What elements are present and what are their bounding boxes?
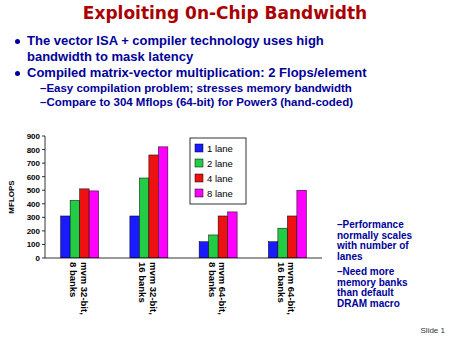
tick xyxy=(42,244,45,245)
legend-label: 4 lane xyxy=(207,173,233,184)
tick xyxy=(42,136,45,137)
tick-label: 400 xyxy=(27,200,41,209)
bar xyxy=(297,190,307,258)
tick xyxy=(42,190,45,191)
slide: Exploiting 0n-Chip Bandwidth The vector I… xyxy=(0,0,450,338)
bar xyxy=(139,178,149,258)
bullet-dot xyxy=(15,71,20,76)
tick-label: 500 xyxy=(27,186,41,195)
legend: 1 lane 2 lane 4 lane 8 lane xyxy=(190,138,246,204)
category-label-line: mvm 64-bit, xyxy=(286,262,297,315)
tick-label: 100 xyxy=(27,240,41,249)
axis-label: MFLOPS xyxy=(7,180,16,214)
tick xyxy=(42,230,45,231)
legend-label: 1 lane xyxy=(207,143,233,154)
bar xyxy=(149,155,159,258)
category-label-line: mvm 32-bit, xyxy=(79,262,90,315)
legend-swatch xyxy=(195,189,203,197)
note: –Performance normally scales with number… xyxy=(337,220,425,262)
bar xyxy=(158,147,168,258)
bullet-dot xyxy=(15,39,20,44)
category-label-line: 8 banks xyxy=(68,262,79,297)
legend-swatch xyxy=(195,144,203,152)
x-axis xyxy=(45,258,322,259)
bar xyxy=(199,242,209,258)
tick xyxy=(42,258,45,259)
legend-label: 8 lane xyxy=(207,188,233,199)
tick-label: 800 xyxy=(27,146,41,155)
bar xyxy=(61,216,71,258)
tick xyxy=(42,149,45,150)
title: Exploiting 0n-Chip Bandwidth xyxy=(0,3,450,23)
tick xyxy=(42,176,45,177)
tick-label: 0 xyxy=(36,254,41,263)
tick-label: 900 xyxy=(27,132,41,141)
category-label: mvm 32-bit,16 banks xyxy=(137,262,159,315)
bar xyxy=(218,216,228,258)
bar xyxy=(278,228,288,258)
bar xyxy=(228,212,238,258)
bar xyxy=(287,216,297,258)
bar xyxy=(80,189,90,258)
bullet-text: The vector ISA + compiler technology use… xyxy=(27,33,324,49)
chart: 0 100 200 300 400 500 600 700 800 900 MFLOPS mvm 32… xyxy=(0,0,450,338)
legend-swatch xyxy=(195,174,203,182)
category-label-line: mvm 64-bit, xyxy=(217,262,228,315)
bar xyxy=(268,242,278,258)
bar xyxy=(130,216,140,258)
bar xyxy=(209,235,219,258)
bullet-text: Compiled matrix-vector multiplication: 2… xyxy=(27,65,367,81)
category-label-line: mvm 32-bit, xyxy=(148,262,159,315)
bullet-text: bandwidth to mask latency xyxy=(27,49,193,65)
tick xyxy=(42,217,45,218)
tick-label: 300 xyxy=(27,213,41,222)
category-label-line: 8 banks xyxy=(207,262,218,297)
note: –Need more memory banks than default DRA… xyxy=(337,267,425,309)
sub-bullet-text: –Easy compilation problem; stresses memo… xyxy=(40,81,352,95)
tick xyxy=(42,203,45,204)
legend-box xyxy=(190,138,246,204)
y-axis xyxy=(45,136,46,258)
category-label: mvm 32-bit,8 banks xyxy=(68,262,90,315)
tick-label: 700 xyxy=(27,159,41,168)
legend-label: 2 lane xyxy=(207,158,233,169)
tick xyxy=(42,163,45,164)
bar xyxy=(70,200,80,258)
category-label: mvm 64-bit,8 banks xyxy=(207,262,229,315)
bars xyxy=(61,147,307,258)
bar xyxy=(89,191,99,258)
legend-swatch xyxy=(195,159,203,167)
tick-label: 200 xyxy=(27,227,41,236)
tick-label: 600 xyxy=(27,173,41,182)
slide-number: Slide 1 xyxy=(421,326,445,335)
sub-bullet-text: –Compare to 304 Mflops (64-bit) for Powe… xyxy=(40,95,353,109)
category-label-line: 16 banks xyxy=(137,262,148,303)
category-label: mvm 64-bit,16 banks xyxy=(276,262,298,315)
category-label-line: 16 banks xyxy=(276,262,287,303)
